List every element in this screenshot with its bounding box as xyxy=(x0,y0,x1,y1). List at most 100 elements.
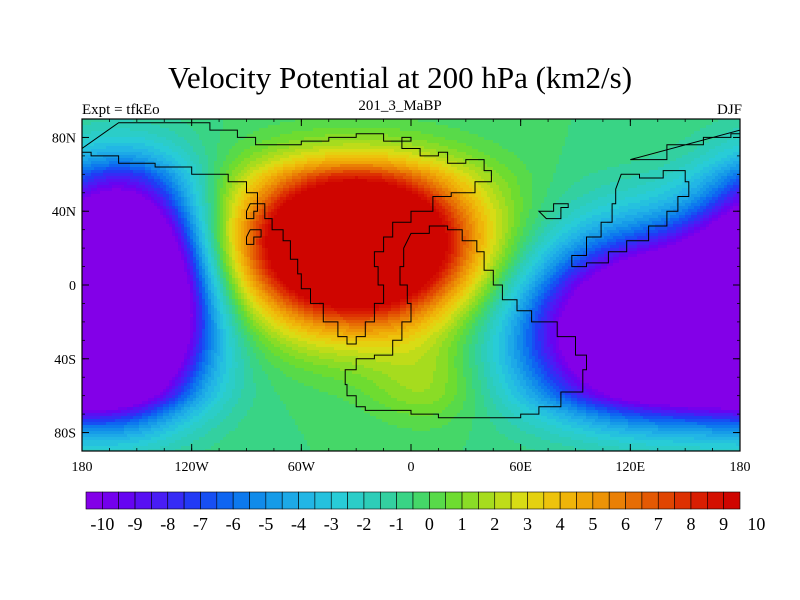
field-cell xyxy=(286,134,290,138)
field-cell xyxy=(640,125,644,129)
field-cell xyxy=(583,128,587,132)
field-cell xyxy=(619,140,623,144)
field-cell xyxy=(82,122,86,126)
field-cell xyxy=(538,119,542,123)
field-cell xyxy=(100,128,104,132)
field-cell xyxy=(181,119,185,123)
field-cell xyxy=(334,149,338,153)
field-cell xyxy=(565,125,569,129)
field-cell xyxy=(688,149,692,153)
field-cell xyxy=(205,119,209,123)
field-cell xyxy=(304,125,308,129)
field-cell xyxy=(91,152,95,156)
field-cell xyxy=(139,152,143,156)
field-cell xyxy=(580,146,584,150)
field-cell xyxy=(100,143,104,147)
field-cell xyxy=(403,146,407,150)
field-cell xyxy=(352,134,356,138)
field-cell xyxy=(565,146,569,150)
field-cell xyxy=(103,134,107,138)
field-cell xyxy=(109,137,113,141)
field-cell xyxy=(475,125,479,129)
field-cell xyxy=(463,125,467,129)
field-cell xyxy=(580,137,584,141)
field-cell xyxy=(643,119,647,123)
field-cell xyxy=(154,137,158,141)
field-cell xyxy=(166,146,170,150)
field-cell xyxy=(238,122,242,126)
field-cell xyxy=(661,131,665,135)
field-cell xyxy=(424,119,428,123)
field-cell xyxy=(520,134,524,138)
field-cell xyxy=(457,134,461,138)
field-cell xyxy=(229,125,233,129)
field-cell xyxy=(244,140,248,144)
field-cell xyxy=(184,128,188,132)
field-cell xyxy=(469,131,473,135)
field-cell xyxy=(697,137,701,141)
field-cell xyxy=(208,143,212,147)
field-cell xyxy=(379,122,383,126)
field-cell xyxy=(262,134,266,138)
field-cell xyxy=(613,122,617,126)
field-cell xyxy=(313,137,317,141)
field-cell xyxy=(337,122,341,126)
field-cell xyxy=(262,146,266,150)
field-cell xyxy=(637,143,641,147)
field-cell xyxy=(622,125,626,129)
field-cell xyxy=(289,131,293,135)
field-cell xyxy=(619,149,623,153)
field-cell xyxy=(586,146,590,150)
field-cell xyxy=(640,143,644,147)
field-cell xyxy=(733,131,737,135)
field-cell xyxy=(577,140,581,144)
field-cell xyxy=(445,146,449,150)
field-cell xyxy=(652,134,656,138)
field-cell xyxy=(214,125,218,129)
field-cell xyxy=(241,149,245,153)
field-cell xyxy=(229,122,233,126)
field-cell xyxy=(577,149,581,153)
field-cell xyxy=(349,122,353,126)
field-cell xyxy=(445,143,449,147)
field-cell xyxy=(157,149,161,153)
field-cell xyxy=(331,119,335,123)
field-cell xyxy=(202,131,206,135)
field-cell xyxy=(253,143,257,147)
field-cell xyxy=(337,143,341,147)
field-cell xyxy=(139,122,143,126)
field-cell xyxy=(106,143,110,147)
field-cell xyxy=(520,140,524,144)
field-cell xyxy=(421,137,425,141)
field-cell xyxy=(451,125,455,129)
field-cell xyxy=(622,149,626,153)
field-cell xyxy=(481,134,485,138)
field-cell xyxy=(370,137,374,141)
field-cell xyxy=(604,137,608,141)
field-cell xyxy=(115,128,119,132)
field-cell xyxy=(118,149,122,153)
field-cell xyxy=(292,125,296,129)
field-cell xyxy=(217,149,221,153)
field-cell xyxy=(349,140,353,144)
field-cell xyxy=(553,146,557,150)
field-cell xyxy=(247,149,251,153)
field-cell xyxy=(577,128,581,132)
field-cell xyxy=(262,125,266,129)
field-cell xyxy=(313,125,317,129)
field-cell xyxy=(88,137,92,141)
field-cell xyxy=(484,125,488,129)
field-cell xyxy=(523,143,527,147)
field-cell xyxy=(202,119,206,123)
field-cell xyxy=(220,146,224,150)
field-cell xyxy=(418,122,422,126)
field-cell xyxy=(655,125,659,129)
field-cell xyxy=(418,119,422,123)
field-cell xyxy=(262,131,266,135)
field-cell xyxy=(268,122,272,126)
field-cell xyxy=(292,140,296,144)
field-cell xyxy=(538,140,542,144)
field-cell xyxy=(535,119,539,123)
field-cell xyxy=(514,143,518,147)
field-cell xyxy=(133,131,137,135)
